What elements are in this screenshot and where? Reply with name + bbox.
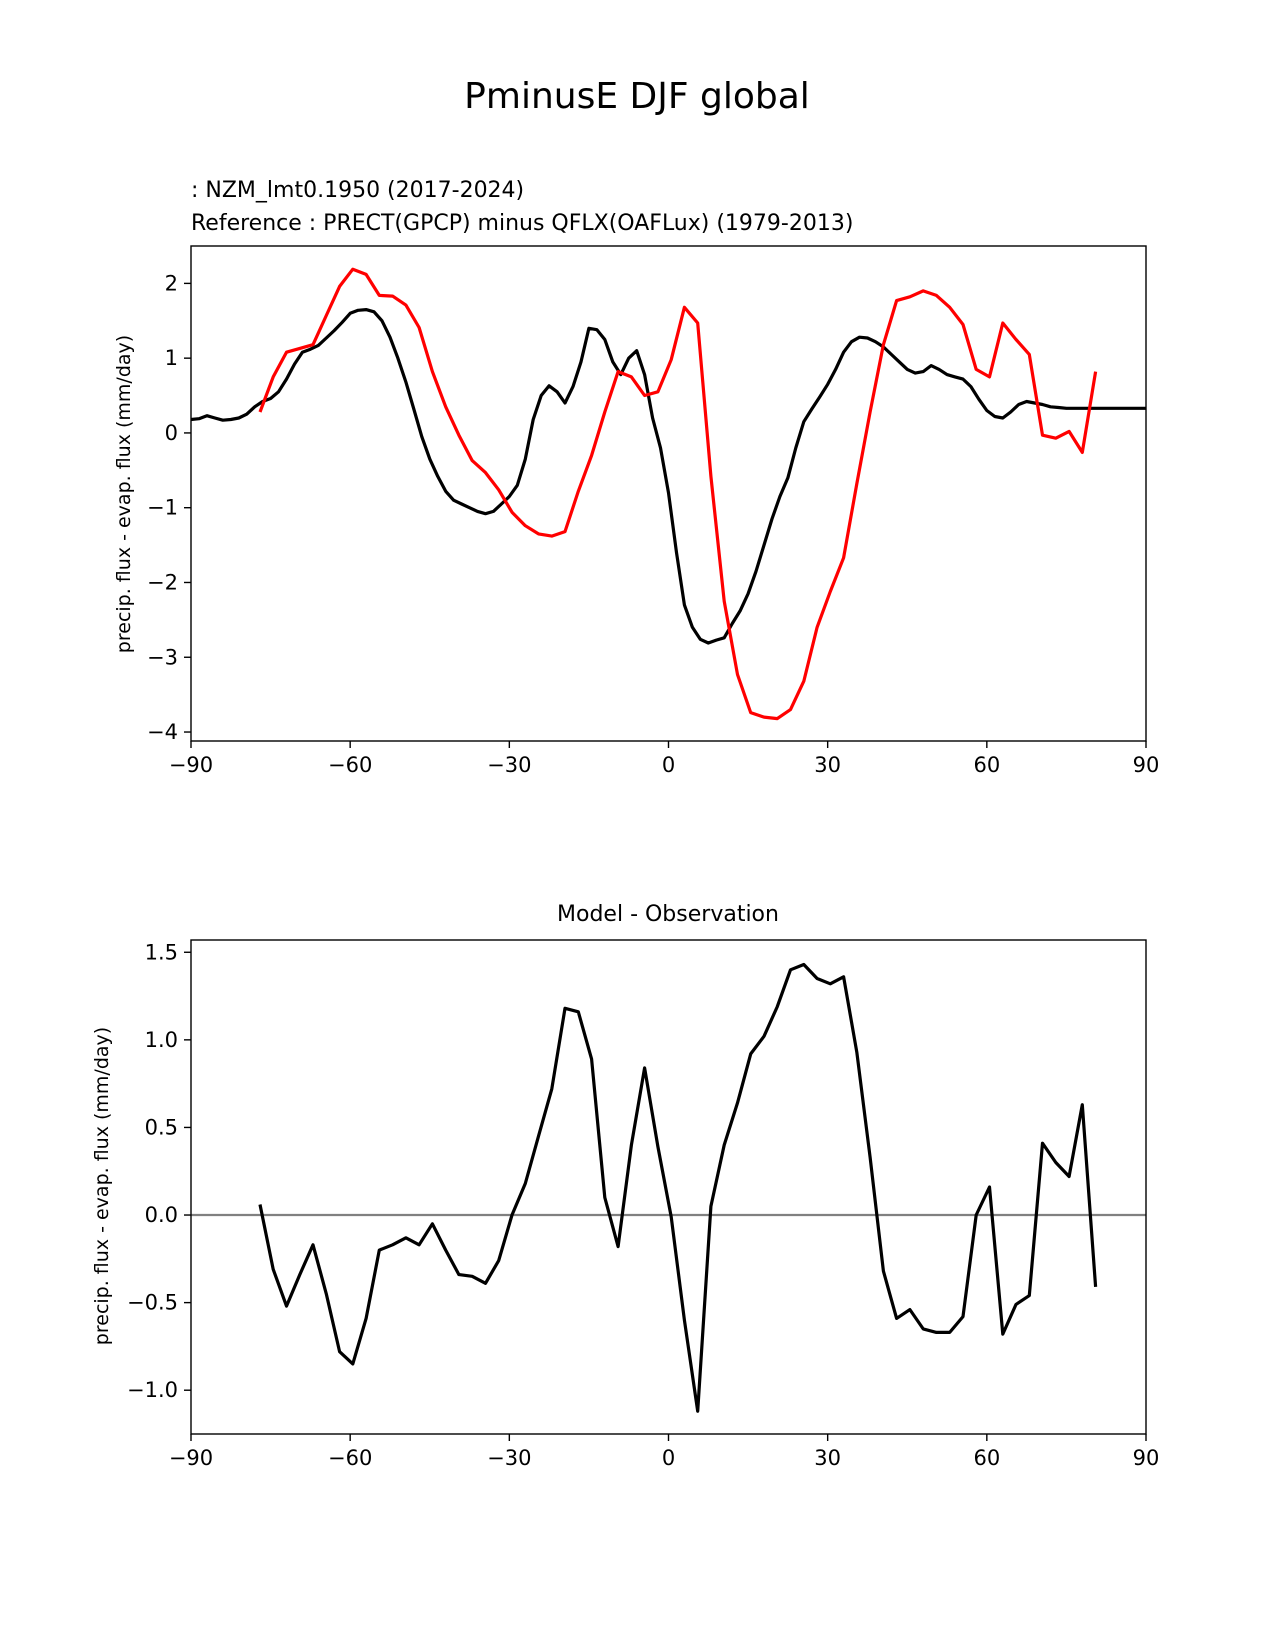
top-chart-xtick-label: 0: [662, 753, 675, 777]
top-chart-ytick-label: −2: [147, 570, 178, 594]
top-chart-series-0-line: [190, 308, 1146, 645]
top-chart-subtitle-model: : NZM_lmt0.1950 (2017-2024): [191, 178, 524, 203]
top-chart-series-1-line: [258, 267, 1098, 721]
bottom-chart-axes: −90 −60 −30 0 30 60 90 −1.0 −0.5 0.0 0.5 1.0 1.5: [127, 939, 1160, 1470]
bottom-chart-ytick-label: 1.0: [145, 1028, 178, 1052]
top-chart: : NZM_lmt0.1950 (2017-2024) Reference : …: [113, 178, 1159, 777]
bottom-chart-xtick-label: 60: [973, 1446, 1000, 1470]
bottom-chart-frame: [190, 939, 1147, 1435]
top-chart-xtick-label: −60: [328, 753, 372, 777]
top-chart-subtitle-reference: Reference : PRECT(GPCP) minus QFLX(OAFLu…: [191, 211, 853, 236]
bottom-chart-xtick-label: 0: [662, 1446, 675, 1470]
bottom-chart-ytick-label: 1.5: [145, 940, 178, 964]
top-chart-ytick-label: 1: [165, 346, 178, 370]
bottom-chart-xtick-label: 30: [814, 1446, 841, 1470]
top-chart-ytick-label: −3: [147, 645, 178, 669]
bottom-chart: Model - Observation −90 −60 −30 0 30 60 90 −1.0…: [91, 902, 1159, 1470]
top-chart-ytick-label: 2: [165, 271, 178, 295]
bottom-chart-title: Model - Observation: [557, 902, 779, 927]
bottom-chart-xtick-label: −60: [328, 1446, 372, 1470]
bottom-chart-ytick-label: 0.0: [145, 1203, 178, 1227]
bottom-chart-xtick-label: 90: [1133, 1446, 1160, 1470]
bottom-chart-ylabel: precip. flux - evap. flux (mm/day): [91, 1027, 113, 1345]
top-chart-xtick-label: 30: [814, 753, 841, 777]
top-chart-xtick-label: −30: [487, 753, 531, 777]
bottom-chart-ytick-label: 0.5: [145, 1115, 178, 1139]
top-chart-ytick-label: −4: [147, 720, 178, 744]
top-chart-xtick-label: 90: [1133, 753, 1160, 777]
bottom-chart-xtick-label: −30: [487, 1446, 531, 1470]
top-chart-axes: −90 −60 −30 0 30 60 90 −4 −3 −2 −1 0 1 2: [147, 245, 1160, 777]
top-chart-ytick-label: 0: [165, 421, 178, 445]
bottom-chart-ytick-label: −1.0: [127, 1378, 178, 1402]
bottom-chart-ytick-label: −0.5: [127, 1291, 178, 1315]
top-chart-lines: [190, 267, 1146, 721]
top-chart-ytick-label: −1: [147, 496, 178, 520]
bottom-chart-lines: [191, 962, 1146, 1413]
figure-title: PminusE DJF global: [464, 76, 810, 117]
top-chart-ylabel: precip. flux - evap. flux (mm/day): [113, 335, 135, 653]
bottom-chart-xtick-label: −90: [169, 1446, 213, 1470]
bottom-chart-series-0-line: [258, 962, 1098, 1413]
top-chart-xtick-label: −90: [169, 753, 213, 777]
top-chart-xtick-label: 60: [973, 753, 1000, 777]
